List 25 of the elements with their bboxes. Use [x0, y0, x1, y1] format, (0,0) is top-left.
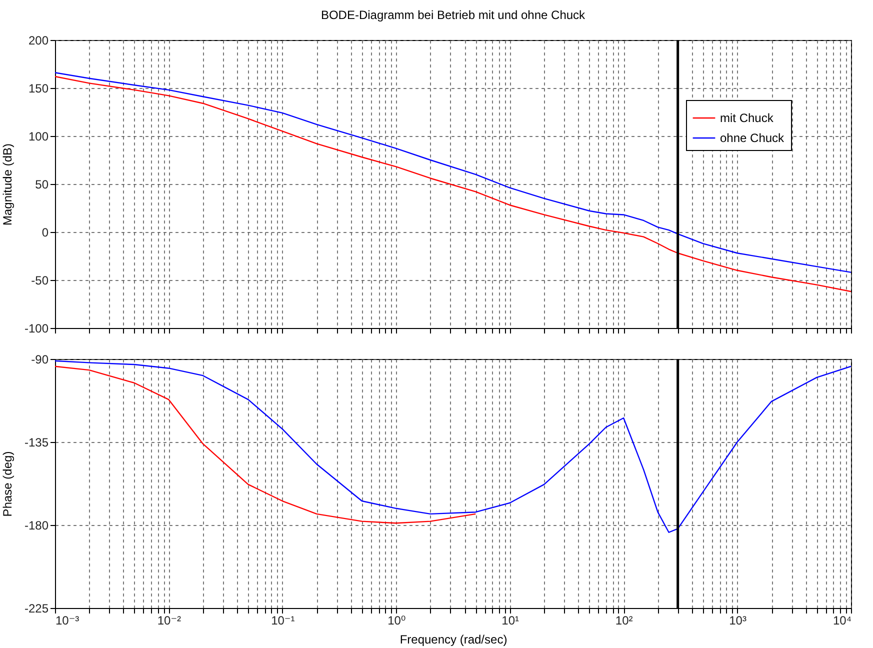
x-tick-label: 10⁰	[388, 614, 406, 628]
y-tick-label: -100	[24, 322, 49, 336]
y-tick-label: -90	[31, 352, 49, 366]
y-tick-label: -135	[24, 436, 49, 450]
y-tick-label: -225	[24, 602, 49, 616]
y-axis-title: Phase (deg)	[0, 451, 14, 517]
y-tick-label: -180	[24, 518, 49, 532]
x-tick-label: 10⁻³	[56, 614, 80, 628]
legend-label: mit Chuck	[720, 111, 774, 125]
y-tick-label: -50	[31, 274, 49, 288]
x-tick-label: 10²	[615, 614, 633, 628]
legend-label: ohne Chuck	[720, 131, 786, 145]
y-tick-label: 0	[42, 226, 49, 240]
y-tick-label: 150	[28, 82, 49, 96]
x-axis-title: Frequency (rad/sec)	[400, 632, 508, 646]
x-tick-label: 10⁻²	[157, 614, 182, 628]
y-tick-label: 200	[28, 34, 49, 48]
x-tick-label: 10⁻¹	[271, 614, 295, 628]
x-tick-label: 10⁴	[832, 614, 852, 628]
chart-title: BODE-Diagramm bei Betrieb mit und ohne Chuck	[320, 8, 586, 22]
y-axis-title: Magnitude (dB)	[0, 143, 14, 226]
x-tick-label: 10¹	[502, 614, 520, 628]
x-tick-label: 10³	[729, 614, 746, 628]
y-tick-label: 50	[35, 178, 49, 192]
y-tick-label: 100	[28, 130, 49, 144]
